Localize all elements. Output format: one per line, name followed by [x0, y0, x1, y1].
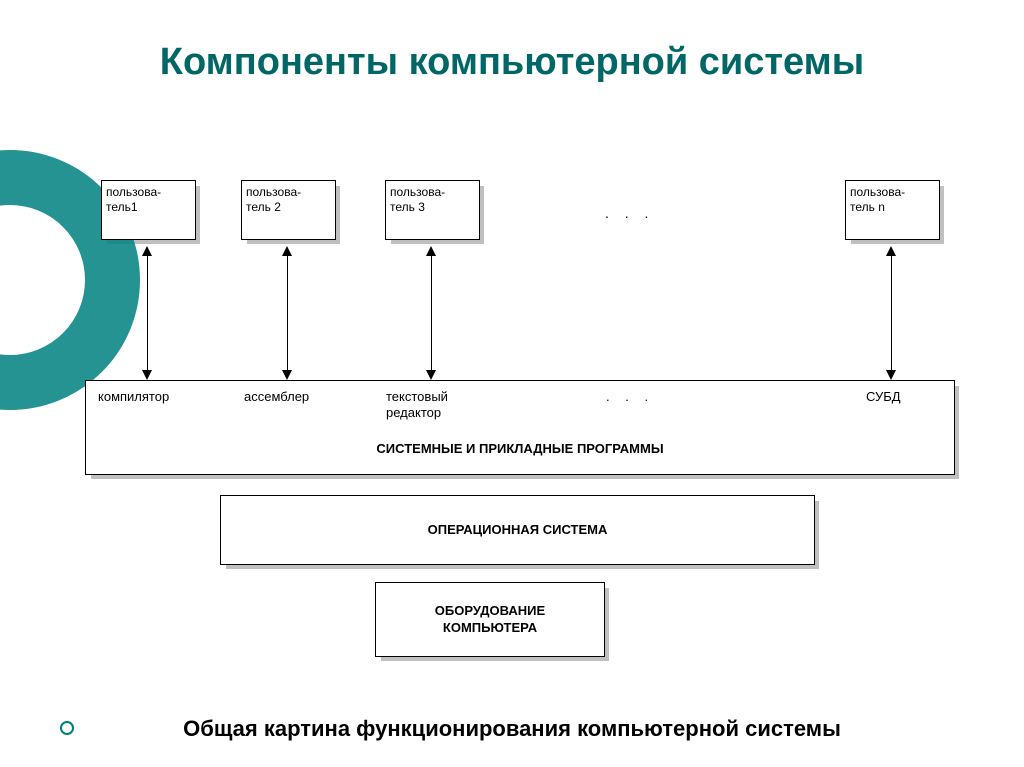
program-label-compiler: компилятор — [98, 389, 169, 405]
user-ellipsis: . . . — [605, 205, 654, 221]
program-label-editor: текстовыйредактор — [386, 389, 448, 420]
user-box-3: пользова-тель 3 — [385, 180, 480, 240]
programs-row-title: СИСТЕМНЫЕ И ПРИКЛАДНЫЕ ПРОГРАММЫ — [86, 441, 954, 457]
hardware-label: ОБОРУДОВАНИЕКОМПЬЮТЕРА — [435, 603, 545, 635]
arrow-line — [287, 256, 288, 370]
arrow-head-up — [142, 246, 152, 256]
diagram: пользова-тель1 пользова-тель 2 пользова-… — [85, 180, 965, 680]
user-label: пользова-тель 3 — [390, 185, 445, 214]
arrow-line — [891, 256, 892, 370]
hardware-box: ОБОРУДОВАНИЕКОМПЬЮТЕРА — [375, 582, 605, 657]
arrow-line — [147, 256, 148, 370]
arrow-head-up — [426, 246, 436, 256]
user-box-2: пользова-тель 2 — [241, 180, 336, 240]
arrow-head-down — [426, 370, 436, 380]
slide-title: Компоненты компьютерной системы — [0, 40, 1024, 86]
arrow-head-down — [142, 370, 152, 380]
arrow-head-up — [282, 246, 292, 256]
program-ellipsis: . . . — [606, 389, 654, 405]
arrow-line — [431, 256, 432, 370]
user-label: пользова-тель n — [850, 185, 905, 214]
os-label: ОПЕРАЦИОННАЯ СИСТЕМА — [428, 522, 608, 537]
user-label: пользова-тель1 — [106, 185, 161, 214]
programs-box: компилятор ассемблер текстовыйредактор .… — [85, 380, 955, 475]
user-label: пользова-тель 2 — [246, 185, 301, 214]
program-label-assembler: ассемблер — [244, 389, 309, 405]
os-box: ОПЕРАЦИОННАЯ СИСТЕМА — [220, 495, 815, 565]
arrow-head-up — [886, 246, 896, 256]
program-label-dbms: СУБД — [866, 389, 901, 405]
user-box-1: пользова-тель1 — [101, 180, 196, 240]
slide-caption: Общая картина функционирования компьютер… — [0, 716, 1024, 742]
arrow-head-down — [282, 370, 292, 380]
user-box-n: пользова-тель n — [845, 180, 940, 240]
arrow-head-down — [886, 370, 896, 380]
